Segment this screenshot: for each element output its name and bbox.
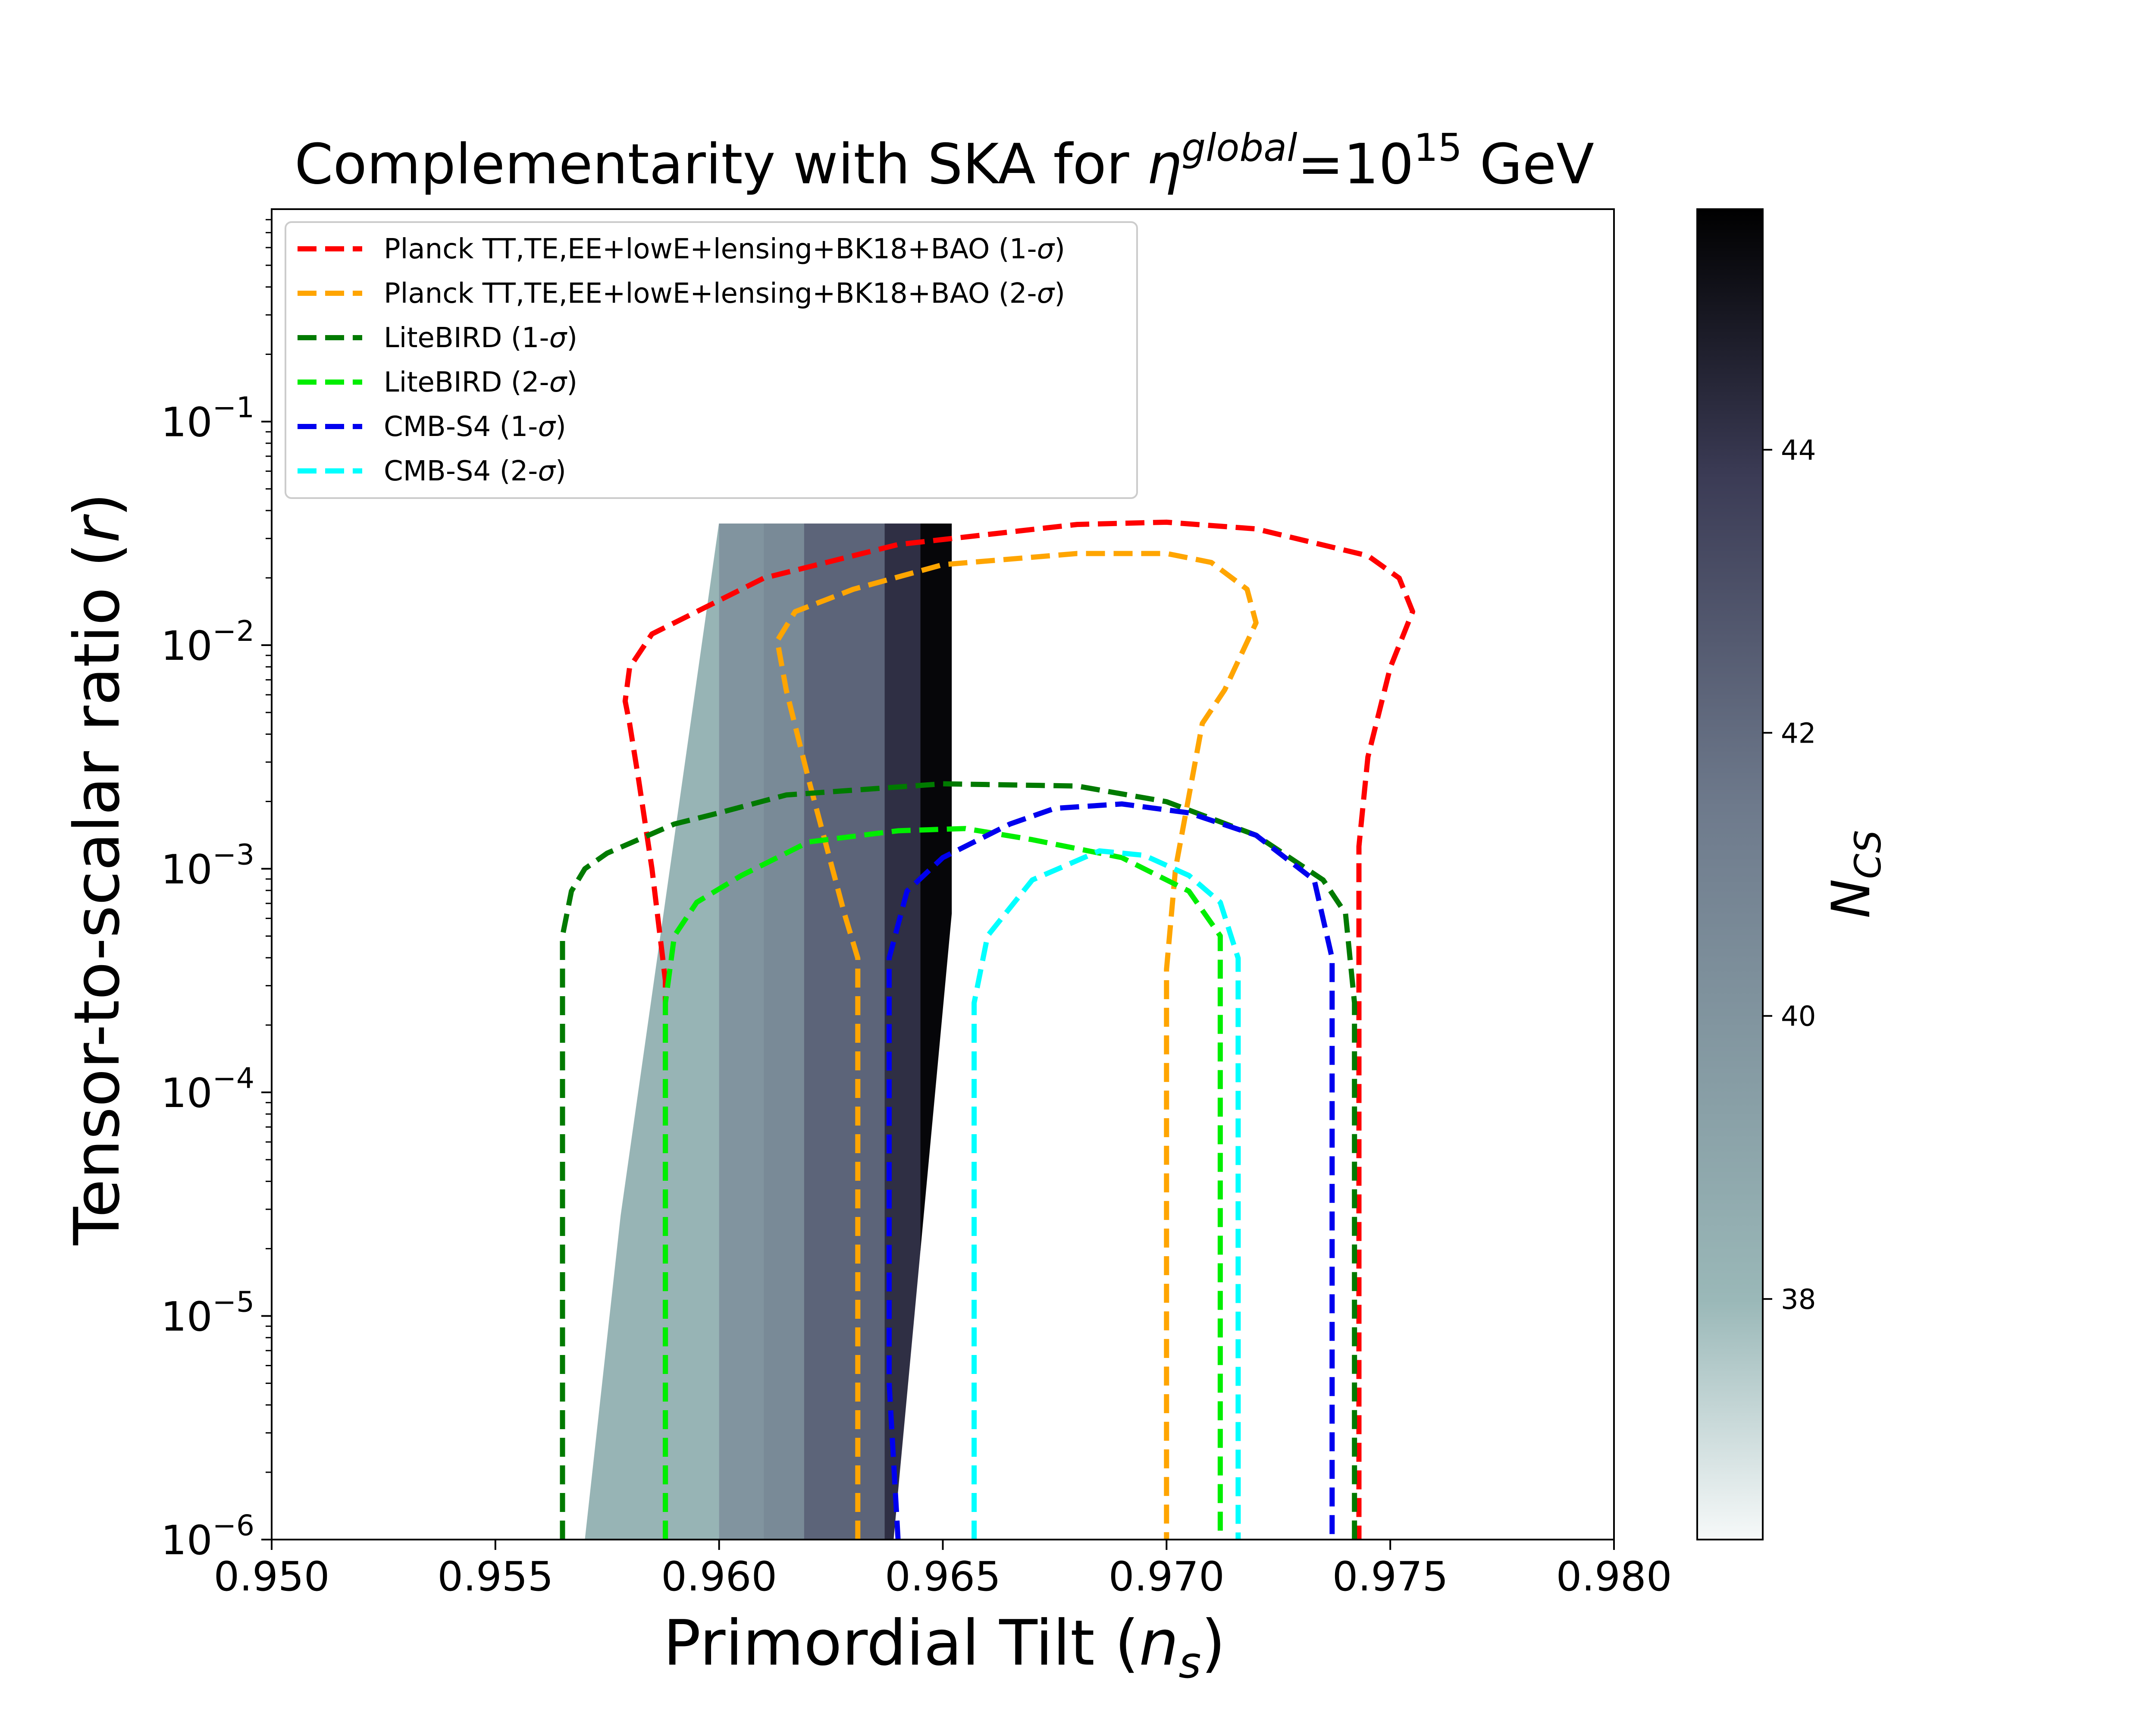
x-axis-label: Primordial Tilt (ns) xyxy=(663,1607,1225,1688)
legend-label: LiteBIRD (2-σ) xyxy=(384,367,577,398)
legend-sigma: σ xyxy=(549,367,568,398)
title-post: GeV xyxy=(1462,132,1594,197)
contour-line xyxy=(560,781,1357,1540)
cb-label-sub: CS xyxy=(1847,830,1889,879)
x-tick-label: 0.970 xyxy=(1109,1553,1225,1600)
cb-tick-label: 40 xyxy=(1781,1001,1816,1033)
legend-close: ) xyxy=(567,367,577,398)
title-symbol: η xyxy=(1147,132,1181,197)
legend-label: LiteBIRD (1-σ) xyxy=(384,322,577,354)
colorbar-label: NCS xyxy=(1821,830,1889,919)
legend-sigma: σ xyxy=(538,455,556,487)
y-tick-exp: −2 xyxy=(213,615,254,648)
x-tick-label: 0.955 xyxy=(437,1553,553,1600)
title-exp: 15 xyxy=(1414,125,1462,170)
xlabel-post: ) xyxy=(1201,1607,1226,1680)
y-axis-label: Tensor-to-scalar ratio (r) xyxy=(61,493,134,1246)
region-band xyxy=(804,523,885,1540)
y-tick-base: 10 xyxy=(161,1517,213,1564)
y-tick-label: 10−3 xyxy=(161,838,254,894)
y-axis-ticks: 10−610−510−410−310−210−1 xyxy=(161,219,272,1564)
legend-label-text: LiteBIRD (1- xyxy=(384,322,549,354)
cb-label-sym: N xyxy=(1821,879,1882,918)
y-tick-exp: −4 xyxy=(213,1062,254,1095)
ylabel-post: ) xyxy=(61,493,134,518)
legend-label: CMB-S4 (2-σ) xyxy=(384,455,566,487)
y-tick-label: 10−5 xyxy=(161,1286,254,1341)
y-tick-label: 10−6 xyxy=(161,1509,254,1564)
legend-label: CMB-S4 (1-σ) xyxy=(384,411,566,443)
contour-line xyxy=(887,801,1335,1540)
legend-sigma: σ xyxy=(1037,233,1056,265)
legend-label-text: CMB-S4 (1- xyxy=(384,411,538,443)
ylabel-sym: r xyxy=(61,514,134,543)
title-pre: Complementarity with SKA for xyxy=(295,132,1147,197)
y-tick-base: 10 xyxy=(161,399,213,446)
legend-label: Planck TT,TE,EE+lowE+lensing+BK18+BAO (1… xyxy=(384,233,1065,265)
legend-close: ) xyxy=(1054,233,1065,265)
plot-area xyxy=(560,519,1416,1540)
y-tick-base: 10 xyxy=(161,1070,213,1117)
cb-tick-label: 38 xyxy=(1781,1284,1816,1316)
legend-close: ) xyxy=(1054,278,1065,310)
legend-sigma: σ xyxy=(549,322,568,354)
legend-label: Planck TT,TE,EE+lowE+lensing+BK18+BAO (2… xyxy=(384,278,1065,310)
region-band xyxy=(719,523,765,1540)
legend-label-text: Planck TT,TE,EE+lowE+lensing+BK18+BAO (2… xyxy=(384,278,1037,310)
legend-close: ) xyxy=(555,455,566,487)
title-mid: =10 xyxy=(1297,132,1414,197)
legend-sigma: σ xyxy=(1037,278,1056,310)
cb-tick-label: 42 xyxy=(1781,718,1816,750)
confidence-contours xyxy=(560,519,1416,1540)
y-tick-label: 10−4 xyxy=(161,1062,254,1117)
region-band xyxy=(920,523,952,1540)
ylabel-pre: Tensor-to-scalar ratio ( xyxy=(61,543,134,1246)
legend-label-text: LiteBIRD (2- xyxy=(384,367,549,398)
contour-line xyxy=(663,826,1223,1540)
region-band xyxy=(585,523,720,1540)
region-band xyxy=(764,523,805,1540)
x-axis-ticks: 0.950 0.955 0.960 0.965 0.970 0.975 0.980 xyxy=(213,1540,1672,1600)
y-tick-exp: −3 xyxy=(213,838,254,872)
x-tick-label: 0.960 xyxy=(661,1553,777,1600)
chart-title: Complementarity with SKA for ηglobal=101… xyxy=(295,125,1594,197)
x-tick-label: 0.965 xyxy=(885,1553,1001,1600)
colorbar xyxy=(1696,208,1764,1540)
legend-close: ) xyxy=(555,411,566,443)
legend-box xyxy=(285,221,1138,499)
y-tick-exp: −1 xyxy=(213,391,254,424)
title-sup: global xyxy=(1181,125,1297,170)
x-tick-label: 0.980 xyxy=(1556,1553,1672,1600)
legend-close: ) xyxy=(567,322,577,354)
y-tick-base: 10 xyxy=(161,623,213,670)
cb-tick-label: 44 xyxy=(1781,435,1816,467)
colorbar-ticks: 38 40 42 44 xyxy=(1763,435,1816,1316)
contour-line xyxy=(622,519,1416,1540)
legend-sigma: σ xyxy=(538,411,556,443)
y-tick-label: 10−1 xyxy=(161,391,254,446)
contour-line xyxy=(774,551,1259,1540)
contour-line xyxy=(971,848,1241,1540)
x-tick-label: 0.950 xyxy=(213,1553,329,1600)
xlabel-sym: n xyxy=(1139,1607,1178,1680)
xlabel-sub: s xyxy=(1178,1637,1201,1688)
y-tick-base: 10 xyxy=(161,847,213,894)
legend-label-text: Planck TT,TE,EE+lowE+lensing+BK18+BAO (1… xyxy=(384,233,1037,265)
xlabel-pre: Primordial Tilt ( xyxy=(663,1607,1139,1680)
y-tick-exp: −5 xyxy=(213,1286,254,1319)
x-tick-label: 0.975 xyxy=(1332,1553,1448,1600)
y-tick-exp: −6 xyxy=(213,1509,254,1542)
nCS-region xyxy=(585,523,952,1540)
legend: Planck TT,TE,EE+lowE+lensing+BK18+BAO (1… xyxy=(285,221,1138,499)
y-tick-base: 10 xyxy=(161,1294,213,1341)
legend-label-text: CMB-S4 (2- xyxy=(384,455,538,487)
y-tick-label: 10−2 xyxy=(161,615,254,670)
